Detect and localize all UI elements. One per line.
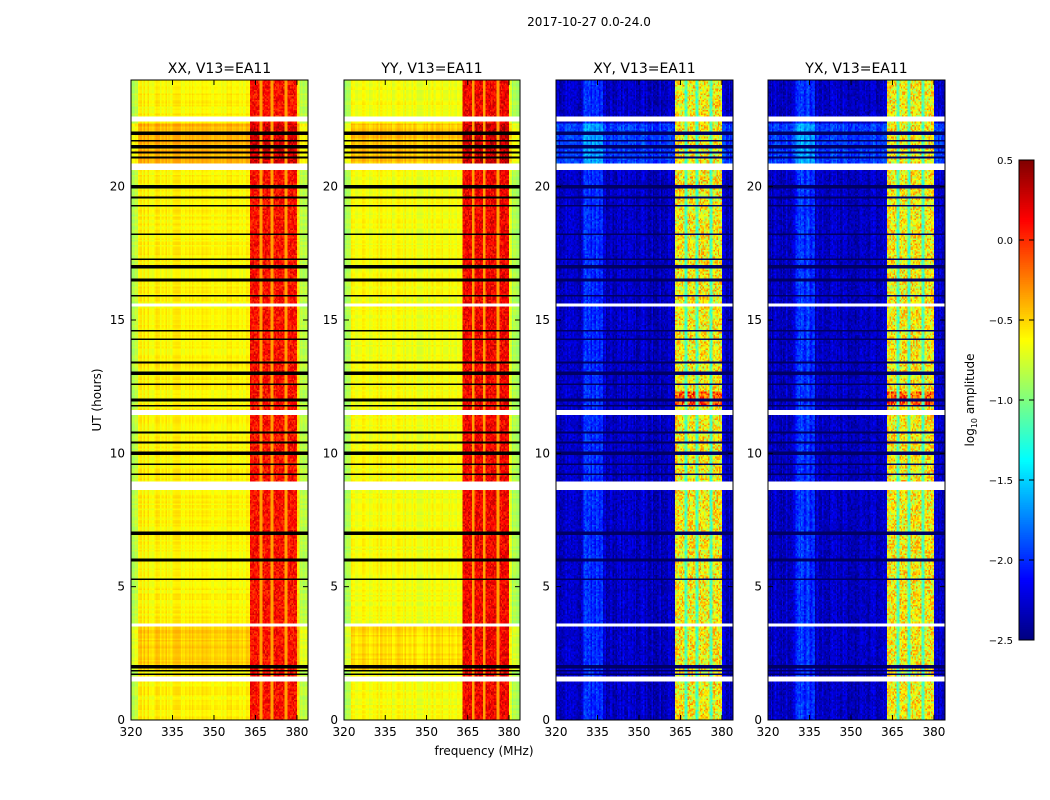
x-tick-label: 365: [669, 725, 692, 739]
x-tick-label: 335: [374, 725, 397, 739]
x-tick-label: 350: [415, 725, 438, 739]
x-tick-label: 350: [203, 725, 226, 739]
y-tick-label: 10: [323, 446, 338, 460]
panel-title: XY, V13=EA11: [593, 61, 695, 77]
y-tick-label: 0: [754, 713, 762, 727]
x-tick-label: 365: [244, 725, 267, 739]
panel-frame: [555, 79, 734, 721]
y-tick-label: 5: [117, 580, 125, 594]
y-tick-label: 10: [535, 446, 550, 460]
x-axis-label: frequency (MHz): [434, 744, 533, 758]
colorbar-tick-label: −1.0: [989, 396, 1013, 407]
y-tick-label: 20: [747, 180, 762, 194]
x-tick-label: 335: [161, 725, 184, 739]
x-tick-label: 320: [545, 725, 568, 739]
y-tick-label: 0: [542, 713, 550, 727]
y-tick-label: 5: [542, 580, 550, 594]
figure-title: 2017-10-27 0.0-24.0: [527, 15, 651, 29]
x-tick-label: 365: [881, 725, 904, 739]
x-tick-label: 335: [798, 725, 821, 739]
x-tick-label: 365: [456, 725, 479, 739]
x-tick-label: 380: [710, 725, 733, 739]
x-tick-label: 380: [498, 725, 521, 739]
y-tick-label: 5: [754, 580, 762, 594]
x-tick-label: 320: [757, 725, 780, 739]
colorbar-tick-label: −0.5: [989, 316, 1013, 327]
colorbar-tick-label: −2.5: [989, 636, 1013, 647]
y-tick-label: 10: [747, 446, 762, 460]
x-tick-label: 380: [922, 725, 945, 739]
heatmap-yy: [344, 80, 520, 720]
panel-frame: [767, 79, 946, 721]
colorbar-label: log10 amplitude: [963, 354, 979, 447]
colorbar-tick-label: −1.5: [989, 476, 1013, 487]
y-axis-label: UT (hours): [90, 368, 104, 431]
heatmap-xx: [131, 80, 308, 720]
y-tick-label: 20: [535, 180, 550, 194]
panel-title: YX, V13=EA11: [804, 61, 907, 77]
colorbar-tick-label: −2.0: [989, 556, 1013, 567]
colorbar-gradient: [1019, 160, 1034, 640]
y-tick-label: 15: [110, 313, 125, 327]
x-tick-label: 320: [120, 725, 143, 739]
x-tick-label: 320: [333, 725, 356, 739]
panel-frame: [130, 79, 309, 721]
heatmap-yx: [768, 80, 945, 720]
colorbar-tick-label: 0.0: [997, 236, 1013, 247]
y-tick-label: 0: [330, 713, 338, 727]
colorbar-tick-label: 0.5: [997, 156, 1013, 167]
y-tick-label: 15: [535, 313, 550, 327]
y-tick-label: 15: [747, 313, 762, 327]
y-tick-label: 15: [323, 313, 338, 327]
panel-frame: [343, 79, 521, 721]
x-tick-label: 350: [840, 725, 863, 739]
panel-title: XX, V13=EA11: [168, 61, 271, 77]
y-tick-label: 5: [330, 580, 338, 594]
x-tick-label: 380: [285, 725, 308, 739]
x-tick-label: 335: [586, 725, 609, 739]
y-tick-label: 10: [110, 446, 125, 460]
heatmap-xy: [556, 80, 733, 720]
x-tick-label: 350: [628, 725, 651, 739]
panel-title: YY, V13=EA11: [380, 61, 482, 77]
y-tick-label: 20: [323, 180, 338, 194]
y-tick-label: 20: [110, 180, 125, 194]
y-tick-label: 0: [117, 713, 125, 727]
